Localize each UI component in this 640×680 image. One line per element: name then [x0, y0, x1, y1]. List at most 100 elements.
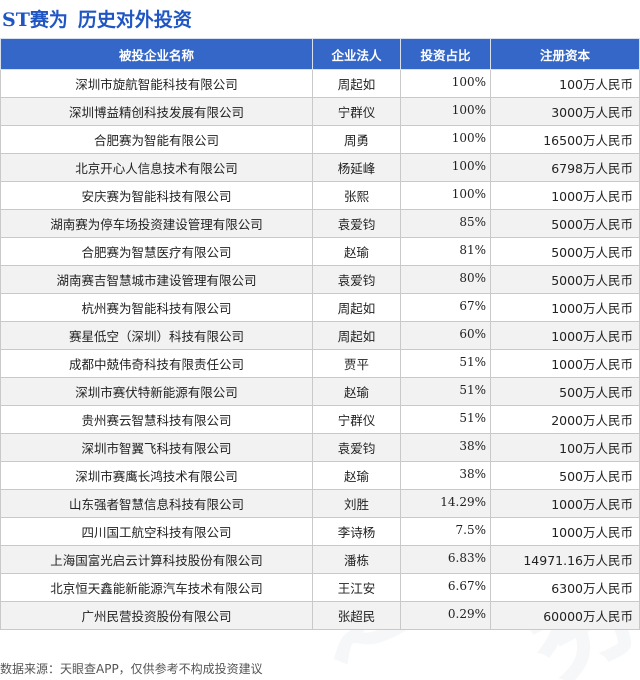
registered-capital-cell: 1000万人民币	[490, 293, 640, 322]
table-row: 合肥赛为智能有限公司 周勇 100% 16500万人民币	[0, 125, 640, 154]
legal-rep-cell: 周起如	[312, 293, 401, 322]
company-name: ST赛为	[2, 8, 68, 31]
legal-rep-cell: 李诗杨	[312, 517, 401, 546]
legal-rep-cell: 赵瑜	[312, 237, 401, 266]
investment-ratio-cell: 85%	[400, 209, 491, 238]
legal-rep-cell: 周起如	[312, 69, 401, 98]
investment-ratio-cell: 0.29%	[400, 601, 491, 630]
investment-table-wrapper: 被投企业名称 企业法人 投资占比 注册资本 深圳市旋航智能科技有限公司 周起如 10…	[0, 38, 640, 630]
registered-capital-cell: 6300万人民币	[490, 573, 640, 602]
table-row: 山东强者智慧信息科技有限公司 刘胜 14.29% 1000万人民币	[0, 489, 640, 518]
source-note: 数据来源：天眼查APP，仅供参考不构成投资建议	[0, 662, 263, 676]
table-row: 贵州赛云智慧科技有限公司 宁群仪 51% 2000万人民币	[0, 405, 640, 434]
company-name-cell: 成都中兢伟奇科技有限责任公司	[0, 349, 313, 378]
table-row: 深圳博益精创科技发展有限公司 宁群仪 100% 3000万人民币	[0, 97, 640, 126]
registered-capital-cell: 14971.16万人民币	[490, 545, 640, 574]
investment-table: 被投企业名称 企业法人 投资占比 注册资本 深圳市旋航智能科技有限公司 周起如 10…	[0, 38, 640, 630]
investment-ratio-cell: 14.29%	[400, 489, 491, 518]
registered-capital-cell: 100万人民币	[490, 69, 640, 98]
table-body: 深圳市旋航智能科技有限公司 周起如 100% 100万人民币 深圳博益精创科技发展有限公…	[0, 69, 640, 630]
column-header-ratio: 投资占比	[400, 38, 491, 70]
investment-ratio-cell: 6.83%	[400, 545, 491, 574]
company-name-cell: 合肥赛为智慧医疗有限公司	[0, 237, 313, 266]
legal-rep-cell: 周勇	[312, 125, 401, 154]
column-header-legal-rep: 企业法人	[312, 38, 401, 70]
company-name-cell: 北京恒天鑫能新能源汽车技术有限公司	[0, 573, 313, 602]
table-header-row: 被投企业名称 企业法人 投资占比 注册资本	[0, 38, 640, 70]
company-name-cell: 湖南赛为停车场投资建设管理有限公司	[0, 209, 313, 238]
legal-rep-cell: 刘胜	[312, 489, 401, 518]
legal-rep-cell: 王江安	[312, 573, 401, 602]
company-name-cell: 深圳市赛伏特新能源有限公司	[0, 377, 313, 406]
legal-rep-cell: 杨延峰	[312, 153, 401, 182]
table-row: 合肥赛为智慧医疗有限公司 赵瑜 81% 5000万人民币	[0, 237, 640, 266]
table-row: 深圳市旋航智能科技有限公司 周起如 100% 100万人民币	[0, 69, 640, 98]
legal-rep-cell: 袁爱钧	[312, 265, 401, 294]
table-row: 广州民营投资股份有限公司 张超民 0.29% 60000万人民币	[0, 601, 640, 630]
investment-ratio-cell: 100%	[400, 181, 491, 210]
table-row: 湖南赛吉智慧城市建设管理有限公司 袁爱钧 80% 5000万人民币	[0, 265, 640, 294]
investment-ratio-cell: 80%	[400, 265, 491, 294]
investment-ratio-cell: 38%	[400, 433, 491, 462]
company-name-cell: 深圳博益精创科技发展有限公司	[0, 97, 313, 126]
investment-ratio-cell: 81%	[400, 237, 491, 266]
company-name-cell: 安庆赛为智能科技有限公司	[0, 181, 313, 210]
legal-rep-cell: 张熙	[312, 181, 401, 210]
investment-ratio-cell: 7.5%	[400, 517, 491, 546]
company-name-cell: 山东强者智慧信息科技有限公司	[0, 489, 313, 518]
company-name-cell: 上海国富光启云计算科技股份有限公司	[0, 545, 313, 574]
registered-capital-cell: 5000万人民币	[490, 237, 640, 266]
company-name-cell: 贵州赛云智慧科技有限公司	[0, 405, 313, 434]
company-name-cell: 湖南赛吉智慧城市建设管理有限公司	[0, 265, 313, 294]
investment-ratio-cell: 51%	[400, 349, 491, 378]
registered-capital-cell: 5000万人民币	[490, 265, 640, 294]
investment-ratio-cell: 51%	[400, 405, 491, 434]
registered-capital-cell: 500万人民币	[490, 377, 640, 406]
legal-rep-cell: 贾平	[312, 349, 401, 378]
investment-ratio-cell: 6.67%	[400, 573, 491, 602]
column-header-company: 被投企业名称	[0, 38, 313, 70]
registered-capital-cell: 6798万人民币	[490, 153, 640, 182]
legal-rep-cell: 宁群仪	[312, 405, 401, 434]
registered-capital-cell: 16500万人民币	[490, 125, 640, 154]
company-name-cell: 广州民营投资股份有限公司	[0, 601, 313, 630]
page-title: 历史对外投资	[77, 8, 192, 31]
company-name-cell: 合肥赛为智能有限公司	[0, 125, 313, 154]
table-row: 杭州赛为智能科技有限公司 周起如 67% 1000万人民币	[0, 293, 640, 322]
investment-ratio-cell: 67%	[400, 293, 491, 322]
table-row: 深圳市智翼飞科技有限公司 袁爱钧 38% 100万人民币	[0, 433, 640, 462]
registered-capital-cell: 60000万人民币	[490, 601, 640, 630]
table-row: 湖南赛为停车场投资建设管理有限公司 袁爱钧 85% 5000万人民币	[0, 209, 640, 238]
registered-capital-cell: 1000万人民币	[490, 181, 640, 210]
company-name-cell: 深圳市赛鹰长鸿技术有限公司	[0, 461, 313, 490]
table-row: 四川国工航空科技有限公司 李诗杨 7.5% 1000万人民币	[0, 517, 640, 546]
company-name-cell: 北京开心人信息技术有限公司	[0, 153, 313, 182]
registered-capital-cell: 5000万人民币	[490, 209, 640, 238]
company-name-cell: 杭州赛为智能科技有限公司	[0, 293, 313, 322]
table-row: 赛星低空（深圳）科技有限公司 周起如 60% 1000万人民币	[0, 321, 640, 350]
company-name-cell: 深圳市智翼飞科技有限公司	[0, 433, 313, 462]
company-name-cell: 深圳市旋航智能科技有限公司	[0, 69, 313, 98]
registered-capital-cell: 1000万人民币	[490, 489, 640, 518]
table-row: 成都中兢伟奇科技有限责任公司 贾平 51% 1000万人民币	[0, 349, 640, 378]
registered-capital-cell: 100万人民币	[490, 433, 640, 462]
legal-rep-cell: 赵瑜	[312, 461, 401, 490]
legal-rep-cell: 袁爱钧	[312, 209, 401, 238]
registered-capital-cell: 2000万人民币	[490, 405, 640, 434]
page-header: ST赛为 历史对外投资	[0, 0, 640, 36]
registered-capital-cell: 1000万人民币	[490, 321, 640, 350]
legal-rep-cell: 赵瑜	[312, 377, 401, 406]
column-header-capital: 注册资本	[490, 38, 640, 70]
investment-ratio-cell: 100%	[400, 125, 491, 154]
investment-ratio-cell: 100%	[400, 97, 491, 126]
investment-ratio-cell: 38%	[400, 461, 491, 490]
table-row: 北京开心人信息技术有限公司 杨延峰 100% 6798万人民币	[0, 153, 640, 182]
company-name-cell: 四川国工航空科技有限公司	[0, 517, 313, 546]
table-row: 上海国富光启云计算科技股份有限公司 潘栋 6.83% 14971.16万人民币	[0, 545, 640, 574]
investment-ratio-cell: 100%	[400, 153, 491, 182]
table-row: 安庆赛为智能科技有限公司 张熙 100% 1000万人民币	[0, 181, 640, 210]
table-row: 深圳市赛鹰长鸿技术有限公司 赵瑜 38% 500万人民币	[0, 461, 640, 490]
table-row: 深圳市赛伏特新能源有限公司 赵瑜 51% 500万人民币	[0, 377, 640, 406]
legal-rep-cell: 宁群仪	[312, 97, 401, 126]
company-name-cell: 赛星低空（深圳）科技有限公司	[0, 321, 313, 350]
